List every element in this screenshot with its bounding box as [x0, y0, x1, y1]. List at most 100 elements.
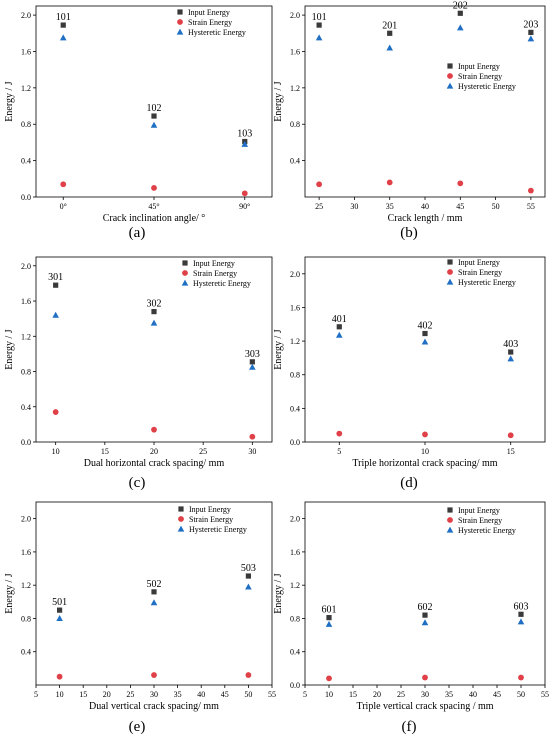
data-point-strain — [60, 181, 67, 188]
y-tick-label: 1.2 — [290, 84, 300, 93]
legend-label: Strain Energy — [458, 268, 502, 277]
x-tick-label: 10 — [421, 447, 429, 456]
data-point-hysteretic — [325, 620, 333, 627]
data-point-hysteretic — [421, 338, 429, 345]
x-tick-label: 25 — [199, 447, 207, 456]
legend-label: Hysteretic Energy — [188, 28, 246, 37]
data-point-hysteretic — [150, 121, 158, 128]
x-tick-label: 90° — [239, 202, 250, 211]
legend-label: Hysteretic Energy — [458, 82, 516, 91]
data-point-hysteretic — [56, 615, 63, 622]
x-tick-label: 45° — [148, 202, 159, 211]
x-tick-label: 5 — [337, 447, 341, 456]
legend-marker-hysteretic — [446, 82, 454, 89]
x-tick-label: 20 — [150, 447, 158, 456]
data-point-input — [60, 22, 66, 28]
x-tick-label: 30 — [350, 202, 358, 211]
data-point-input — [422, 612, 428, 618]
y-tick-label: 2.0 — [21, 515, 31, 524]
legend-label: Strain Energy — [188, 18, 232, 27]
x-tick-label: 15 — [349, 690, 357, 699]
y-tick-label: 1.2 — [21, 332, 31, 341]
chart-f: 0.0 0.4 0.8 1.2 1.6 2.0 5 10 15 20 25 30 35 40 45 50 55 T… — [273, 501, 549, 712]
legend-marker-hysteretic — [181, 279, 189, 286]
x-tick-label: 55 — [541, 690, 549, 699]
y-tick-label: 0.8 — [21, 120, 31, 129]
legend-label: Input Energy — [193, 259, 235, 268]
legend-marker-hysteretic — [446, 278, 454, 285]
y-tick-label: 0.8 — [290, 614, 300, 623]
x-tick-label: 25 — [315, 202, 323, 211]
point-label: 401 — [332, 314, 347, 325]
panel-label-f: (f) — [401, 719, 417, 735]
y-tick-label: 1.6 — [21, 548, 31, 557]
chart-a: 0.0 0.4 0.8 1.2 1.6 2.0 0° 45° 90° Crack inclinat… — [4, 5, 273, 224]
y-tick-label: 1.6 — [290, 548, 300, 557]
x-tick-label: 10 — [52, 447, 60, 456]
legend-marker-input — [178, 506, 184, 512]
legend-marker-input — [177, 9, 183, 15]
y-tick-label: 1.2 — [21, 84, 31, 93]
data-point-strain — [457, 180, 464, 187]
legend-label: Hysteretic Energy — [193, 279, 251, 288]
x-axis-label: Triple vertical crack spacing / mm — [356, 701, 493, 712]
legend-marker-strain — [447, 517, 453, 523]
legend-marker-hysteretic — [446, 526, 454, 533]
x-tick-label: 20 — [103, 690, 111, 699]
y-axis-label: Energy / J — [273, 81, 284, 121]
legend-label: Strain Energy — [193, 269, 237, 278]
panel-label-b: (b) — [400, 225, 418, 241]
x-axis-label: Triple horizontal crack spacing/ mm — [352, 458, 497, 469]
point-label: 101 — [312, 12, 327, 23]
data-point-hysteretic — [421, 619, 429, 626]
data-point-hysteretic — [150, 319, 158, 326]
legend-marker-input — [447, 507, 453, 513]
panel-label-e: (e) — [128, 719, 146, 735]
data-point-input — [528, 29, 534, 35]
data-point-input — [326, 615, 332, 621]
y-tick-label: 0.4 — [21, 403, 31, 412]
point-label: 202 — [453, 0, 468, 11]
data-point-hysteretic — [527, 35, 535, 42]
y-tick-label: 1.6 — [290, 47, 300, 56]
data-point-strain — [518, 674, 524, 681]
legend-marker-input — [182, 260, 188, 266]
point-label: 303 — [245, 349, 260, 360]
data-point-hysteretic — [335, 331, 343, 338]
point-label: 103 — [237, 129, 252, 140]
y-tick-label: 1.6 — [21, 297, 31, 306]
x-tick-label: 45 — [456, 202, 464, 211]
point-label: 402 — [418, 321, 433, 332]
y-tick-label: 0.4 — [290, 157, 300, 166]
y-tick-label: 0.4 — [290, 404, 300, 413]
data-point-strain — [326, 675, 332, 682]
y-axis-label: Energy / J — [273, 329, 284, 369]
y-tick-label: 0.8 — [290, 371, 300, 380]
y-tick-label: 0.0 — [21, 438, 31, 447]
data-point-strain — [151, 672, 157, 678]
data-point-hysteretic — [150, 599, 158, 606]
data-point-strain — [245, 672, 252, 678]
y-tick-label: 0.4 — [21, 157, 31, 166]
data-point-input — [518, 611, 524, 617]
x-tick-label: 50 — [492, 202, 500, 211]
legend-label: Input Energy — [458, 258, 500, 267]
data-point-hysteretic — [517, 618, 525, 625]
y-axis-label: Energy / J — [4, 329, 15, 369]
data-point-input — [387, 30, 393, 36]
data-point-input — [151, 589, 157, 595]
point-label: 203 — [523, 19, 538, 30]
x-tick-label: 45 — [221, 690, 229, 699]
y-tick-label: 0.0 — [290, 681, 300, 690]
legend-label: Input Energy — [188, 8, 230, 17]
data-point-input — [316, 22, 322, 28]
x-tick-label: 10 — [325, 690, 333, 699]
data-point-input — [53, 282, 59, 288]
plot-frame — [304, 5, 546, 198]
x-axis-label: Dual horizontal crack spacing/ mm — [84, 458, 225, 469]
data-point-input — [508, 349, 514, 355]
y-tick-label: 2.0 — [21, 262, 31, 271]
